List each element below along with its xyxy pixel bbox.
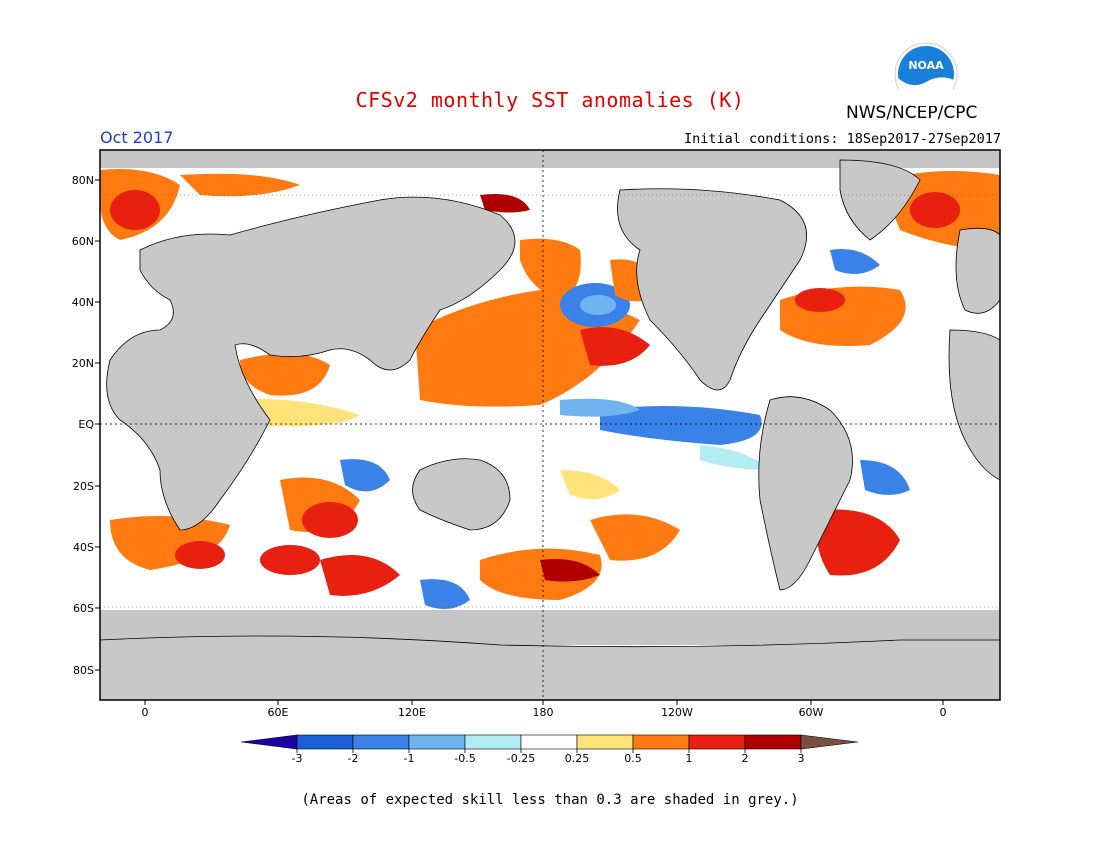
lon-label: 120E <box>398 706 426 719</box>
lat-label: 20N <box>71 357 94 370</box>
map-frame <box>99 149 1001 701</box>
anomaly-field <box>100 150 1000 645</box>
colorbar-label: 3 <box>797 752 805 765</box>
lat-label: 80S <box>73 664 94 677</box>
colorbar-label: 1 <box>685 752 693 765</box>
colorbar <box>240 734 859 753</box>
colorbar-segment <box>744 734 802 750</box>
axis-ticks <box>95 179 944 705</box>
lon-label: 0 <box>939 706 947 719</box>
colorbar-label: -0.5 <box>454 752 476 765</box>
lon-label: 0 <box>141 706 149 719</box>
lon-label: 180 <box>532 706 554 719</box>
colorbar-segment <box>632 734 690 750</box>
colorbar-label: 0.5 <box>624 752 642 765</box>
map-title: CFSv2 monthly SST anomalies (K) <box>355 88 745 112</box>
initial-conditions: Initial conditions: 18Sep2017-27Sep2017 <box>684 131 1001 147</box>
footnote: (Areas of expected skill less than 0.3 a… <box>301 792 799 808</box>
lat-label: 40N <box>71 296 94 309</box>
lon-label: 60W <box>798 706 824 719</box>
colorbar-label: -1 <box>403 752 415 765</box>
lat-label: 80N <box>71 174 94 187</box>
colorbar-segment <box>688 734 746 750</box>
colorbar-segment <box>464 734 522 750</box>
noaa-logo: NOAA <box>894 42 958 106</box>
land-masses <box>100 159 1000 700</box>
colorbar-left-arrow <box>240 734 298 750</box>
colorbar-right-arrow <box>800 734 859 750</box>
logo-text: NOAA <box>908 59 944 72</box>
lon-label: 60E <box>267 706 289 719</box>
colorbar-label: 2 <box>741 752 749 765</box>
colorbar-label: -0.25 <box>506 752 536 765</box>
lat-label: EQ <box>78 418 94 431</box>
colorbar-segment <box>352 734 410 750</box>
colorbar-segment <box>576 734 634 750</box>
lat-label: 20S <box>73 480 94 493</box>
lat-label: 60S <box>73 602 94 615</box>
colorbar-label: -3 <box>291 752 303 765</box>
lat-label: 60N <box>71 235 94 248</box>
colorbar-segment <box>296 734 354 750</box>
colorbar-segment <box>408 734 466 750</box>
lat-label: 40S <box>73 541 94 554</box>
colorbar-label: -2 <box>347 752 359 765</box>
valid-month: Oct 2017 <box>100 128 174 147</box>
colorbar-label: 0.25 <box>564 752 590 765</box>
lon-label: 120W <box>661 706 693 719</box>
colorbar-segment <box>520 734 578 750</box>
agency-label: NWS/NCEP/CPC <box>846 103 978 123</box>
lat-grid <box>100 150 1000 700</box>
